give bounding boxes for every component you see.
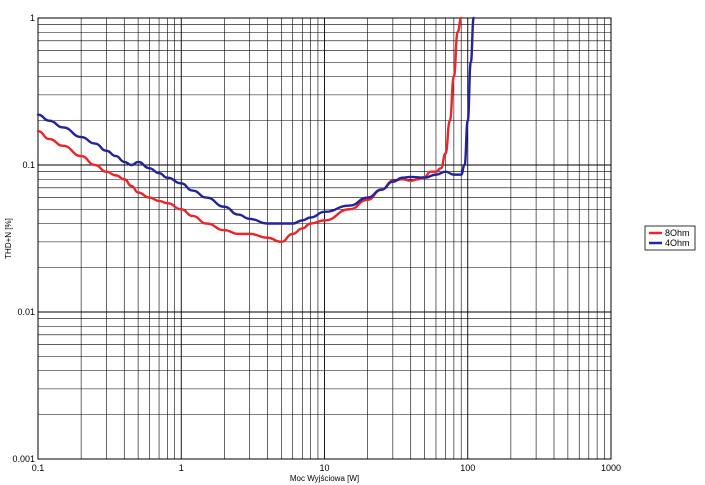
y-tick-label: 0.1 [22,160,35,170]
legend-box [644,225,696,251]
plot-frame [37,17,612,460]
x-tick-label: 100 [460,463,475,473]
y-tick-label: 1 [30,13,35,23]
legend: 8Ohm 4Ohm [644,225,696,251]
legend-label-4ohm: 4Ohm [665,238,690,248]
series-layer [36,16,475,244]
y-tick-label: 0.001 [12,454,35,464]
tick-labels: 0.1 1 10 100 1000 1 0.1 0.01 0.001 [12,13,621,473]
x-tick-label: 1000 [601,463,621,473]
x-tick-label: 0.1 [32,463,45,473]
y-axis-title: THD+N [%] [4,218,13,259]
series-line-4ohm [36,16,475,225]
y-tick-label: 0.01 [17,307,35,317]
x-tick-label: 10 [319,463,329,473]
legend-label-8ohm: 8Ohm [665,228,690,238]
grid [38,18,611,459]
x-axis-title: Moc Wyjściowa [W] [290,474,359,483]
x-tick-label: 1 [179,463,184,473]
series-line-8ohm [36,16,463,244]
